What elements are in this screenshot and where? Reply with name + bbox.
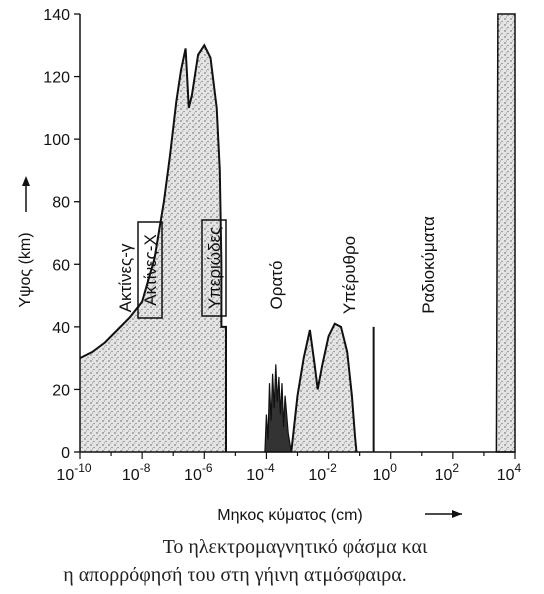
y-axis-label: Υψος (km) bbox=[17, 232, 34, 307]
infrared-boundary-line bbox=[290, 322, 358, 453]
region-label-text: Ραδιοκύματα bbox=[419, 216, 438, 314]
region-label-box bbox=[201, 219, 227, 317]
y-tick-label: 80 bbox=[52, 195, 70, 212]
x-axis-arrow-head bbox=[452, 510, 462, 518]
region-label-2: Ακτίνες-Χ bbox=[137, 221, 163, 319]
infrared-absorption-area bbox=[291, 323, 357, 452]
x-tick-label: 10-8 bbox=[122, 461, 151, 484]
region-label-1: Ακτίνες-γ bbox=[116, 243, 135, 312]
region-label-text: Ακτίνες-Χ bbox=[141, 234, 160, 306]
x-tick-label: 102 bbox=[435, 461, 460, 484]
region-label-3: Υπεριώδες bbox=[201, 219, 227, 317]
x-tick-label: 10-4 bbox=[246, 461, 275, 484]
x-tick-label: 10-6 bbox=[184, 461, 213, 484]
x-tick-label: 10-2 bbox=[308, 461, 337, 484]
caption-line-1: Το ηλεκτρομαγνητικό φάσμα και bbox=[162, 536, 428, 558]
y-tick-label: 140 bbox=[43, 7, 70, 24]
y-tick-label: 100 bbox=[43, 132, 70, 149]
region-label-text: Ακτίνες-γ bbox=[116, 243, 135, 312]
y-tick-label: 20 bbox=[52, 382, 70, 399]
region-label-text: Υπεριώδες bbox=[205, 227, 224, 310]
x-tick-label: 10-10 bbox=[56, 461, 91, 484]
region-label-box bbox=[137, 221, 163, 319]
y-tick-label: 60 bbox=[52, 257, 70, 274]
region-label-6: Ραδιοκύματα bbox=[419, 216, 438, 314]
visible-spikes bbox=[264, 364, 293, 453]
y-tick-label: 120 bbox=[43, 70, 70, 87]
long-wave-absorption-area bbox=[495, 13, 516, 453]
caption-line-2: η απορρόφησή του στη γήινη ατμόσφαιρα. bbox=[63, 564, 407, 586]
absorption-area-highenergy bbox=[80, 45, 226, 453]
absorption-boundary-line bbox=[79, 43, 227, 452]
y-tick-label: 40 bbox=[52, 320, 70, 337]
x-tick-label: 104 bbox=[497, 461, 522, 484]
x-tick-label: 100 bbox=[372, 461, 397, 484]
y-tick-label: 0 bbox=[61, 445, 70, 462]
region-label-text: Ορατό bbox=[267, 261, 286, 310]
region-label-text: Υπέρυθρο bbox=[340, 236, 359, 314]
y-axis-arrow-head bbox=[22, 176, 30, 186]
x-axis-label: Μηκος κύματος (cm) bbox=[217, 507, 362, 524]
region-label-5: Υπέρυθρο bbox=[340, 236, 359, 314]
region-label-4: Ορατό bbox=[267, 261, 286, 310]
